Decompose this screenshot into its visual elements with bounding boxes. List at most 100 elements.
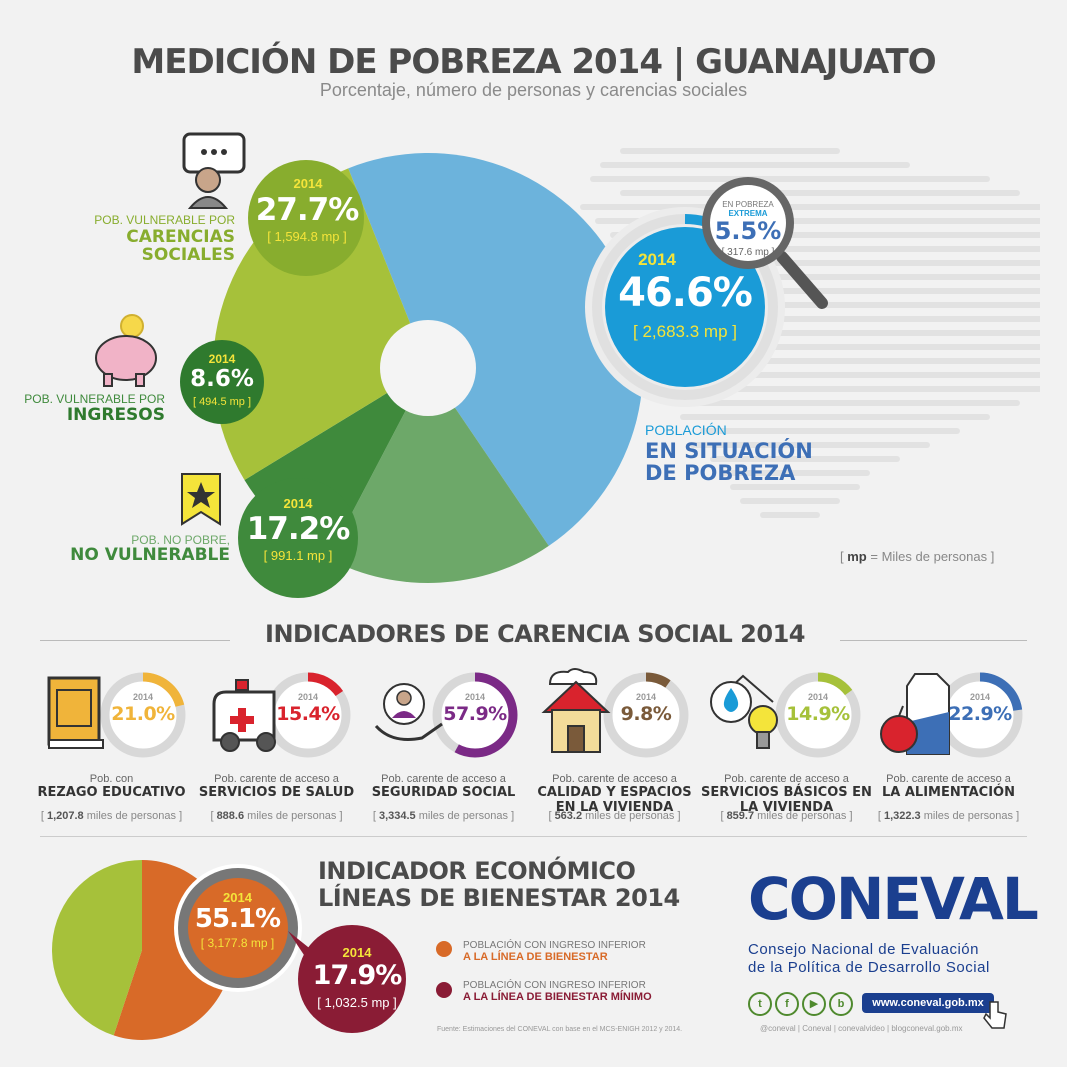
extreme-amount: [ 317.6 mp ] [721,247,775,258]
legend-dot-bienestar [436,941,452,957]
gauge-fill [603,672,689,758]
bienestar-value: 55.1% [194,904,281,934]
no-vulnerable-label-small: POB. NO POBRE, [131,533,230,547]
ambulance-icon [212,679,276,752]
pobreza-label-big: EN SITUACIÓN DE POBREZA [645,439,813,485]
indicator-year: 2014 [807,692,829,702]
indicator-value: 15.4% [276,703,340,725]
gauge-fill [100,672,186,758]
legend-minimo-big: A LA LÍNEA DE BIENESTAR MÍNIMO [463,991,652,1003]
indicator-value: 21.0% [111,703,175,725]
extreme-value: 5.5% [714,217,782,245]
indicator-gauge [432,672,518,758]
amount-number: 888.6 [216,810,245,822]
pie-slice-no_vulnerable [328,368,549,583]
indicator-gauge [100,672,186,758]
indicator-gauge [775,672,861,758]
ingresos-amount: [ 494.5 mp ] [192,396,252,408]
divider-bottom [40,836,1027,837]
indicator-amount: [ 3,334.5 miles de personas ] [372,810,515,822]
pobreza-label-small: POBLACIÓN [645,422,727,438]
indicator-value: 22.9% [948,703,1012,725]
caption-big: SEGURIDAD SOCIAL [371,785,516,800]
mp-legend: [ mp = Miles de personas ] [840,549,995,564]
carencias-amount: [ 1,594.8 mp ] [267,229,347,244]
indicator-amount: [ 859.7 miles de personas ] [720,810,853,822]
indicator-gauge [603,672,689,758]
social-handle[interactable]: blogconeval.gob.mx [891,1024,963,1033]
pointer-hand-icon [983,1001,1007,1029]
book-icon [47,676,104,749]
indicadores-title: INDICADORES DE CARENCIA SOCIAL 2014 [265,620,805,648]
hand-person-icon [374,683,443,741]
social-handle[interactable]: Coneval [802,1024,832,1033]
ingresos-year: 2014 [208,352,236,366]
twitter-icon[interactable]: t [748,992,772,1016]
amount-unit: miles de personas [757,810,847,822]
person-speech-icon [182,132,246,209]
no-vulnerable-label-big: NO VULNERABLE [70,545,230,565]
amount-unit: miles de personas [418,810,509,822]
legend-bienestar-small: POBLACIÓN CON INGRESO INFERIOR [463,940,646,951]
indicator-amount: [ 1,322.3 miles de personas ] [877,810,1020,822]
star-badge-icon [181,473,221,526]
amount-unit: miles de personas [86,810,177,822]
no-vulnerable-badge [238,478,358,598]
pie-slice-rest [51,860,142,1036]
indicator-value: 14.9% [786,703,850,725]
indicator-caption: Pob. carente de acceso a LA ALIMENTACIÓN [861,773,1036,800]
carencias-badge [248,160,364,276]
amount-number: 563.2 [554,810,583,822]
caption-small: Pob. carente de acceso a [381,773,506,785]
minimo-badge [288,925,406,1033]
coneval-logo: CONEVAL [748,865,1039,933]
indicator-caption: Pob. carente de acceso a SEGURIDAD SOCIAL [356,773,531,800]
caption-small: Pob. carente de acceso a [724,773,849,785]
econ-title-line1: INDICADOR ECONÓMICO [318,857,636,885]
amount-number: 3,334.5 [378,810,416,822]
indicator-amount: [ 1,207.8 miles de personas ] [40,810,183,822]
indicator-amount: [ 888.6 miles de personas ] [210,810,343,822]
carencias-value: 27.7% [255,192,360,228]
indicator-year: 2014 [635,692,657,702]
blog-icon[interactable]: b [829,992,853,1016]
gauge-fill [265,672,351,758]
page-title: MEDICIÓN DE POBREZA 2014 | GUANAJUATO [131,42,936,82]
indicator-year: 2014 [969,692,991,702]
gauge-fill [937,672,1023,758]
facebook-icon[interactable]: f [775,992,799,1016]
carencias-year: 2014 [293,176,323,191]
social-handle[interactable]: @coneval [760,1024,796,1033]
no-vulnerable-amount: [ 991.1 mp ] [263,548,333,563]
caption-big: CALIDAD Y ESPACIOS EN LA VIVIENDA [537,785,692,815]
pobreza-value: 46.6% [618,270,753,316]
water-bulb-icon [710,674,778,749]
minimo-value: 17.9% [312,960,403,991]
amount-number: 859.7 [726,810,755,822]
indicator-caption: Pob. carente de acceso a SERVICIOS BÁSICO… [699,773,874,815]
amount-number: 1,207.8 [46,810,84,822]
house-icon [541,668,611,753]
carencias-label-small: POB. VULNERABLE POR [94,213,235,227]
indicator-caption: Pob. carente de acceso a CALIDAD Y ESPACI… [527,773,702,815]
magnifier-icon [702,177,828,309]
minimo-year: 2014 [342,945,372,960]
minimo-amount: [ 1,032.5 mp ] [317,995,397,1010]
econ-title-line2: LÍNEAS DE BIENESTAR 2014 [318,884,680,912]
youtube-icon[interactable]: ▶ [802,992,826,1016]
social-handle[interactable]: conevalvideo [838,1024,885,1033]
divider-right [840,640,1027,641]
ingresos-label-small: POB. VULNERABLE POR [24,392,165,406]
milk-apple-icon [880,673,950,755]
org-name-line2: de la Política de Desarrollo Social [748,959,990,976]
caption-small: Pob. carente de acceso a [214,773,339,785]
caption-big: LA ALIMENTACIÓN [882,785,1015,800]
indicator-year: 2014 [464,692,486,702]
caption-small: Pob. carente de acceso a [552,773,677,785]
gauge-fill [432,672,518,758]
website-link[interactable]: www.coneval.gob.mx [862,993,994,1013]
gauge-fill [775,672,861,758]
caption-small: Pob. carente de acceso a [886,773,1011,785]
no-vulnerable-year: 2014 [283,496,313,511]
bienestar-year: 2014 [223,890,252,905]
